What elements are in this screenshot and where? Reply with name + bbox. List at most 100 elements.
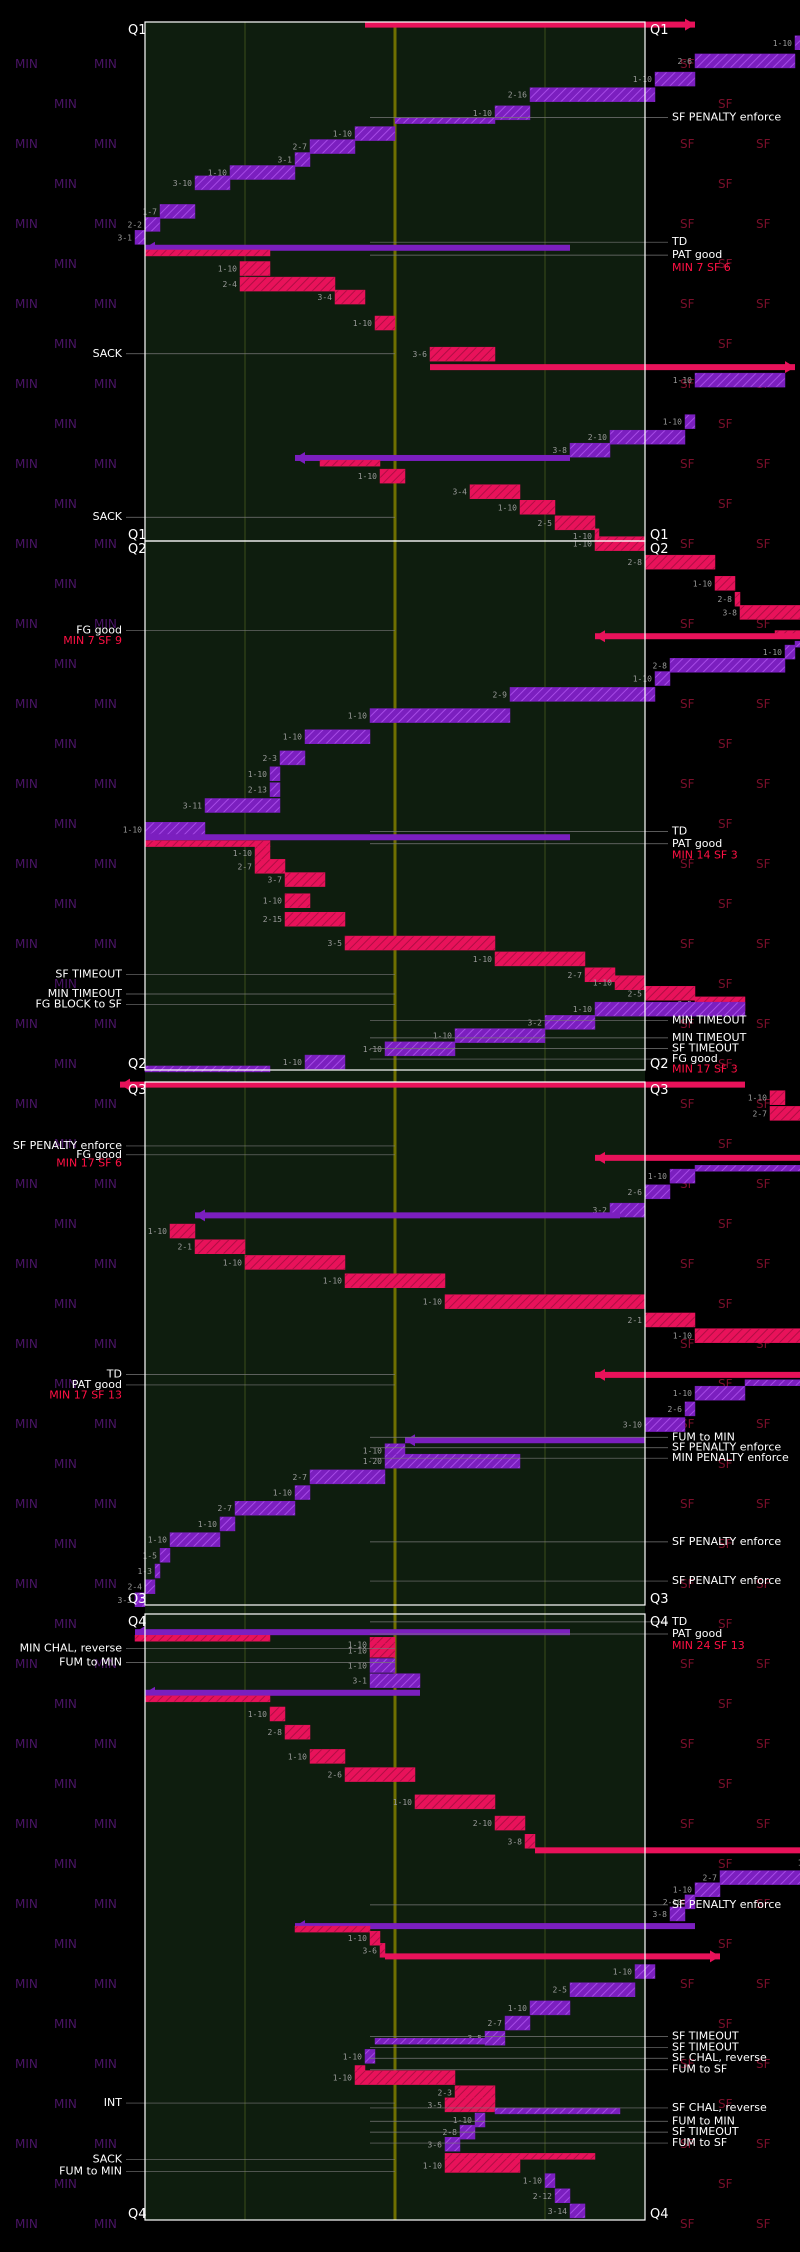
down-distance-label: 2-6 bbox=[628, 1188, 643, 1197]
event-label: FG good bbox=[76, 1148, 122, 1161]
event-9: PAT good bbox=[370, 837, 722, 850]
play-51: 3-11 bbox=[183, 798, 281, 813]
down-distance-label: 1-10 bbox=[423, 1298, 442, 1307]
play-131 bbox=[294, 1925, 371, 1933]
play-125: 1-10 bbox=[798, 1858, 800, 1867]
event-label: TD bbox=[671, 825, 687, 838]
play-28 bbox=[319, 459, 381, 467]
play-117: 1-10 bbox=[248, 1706, 286, 1722]
watermark-home: SF bbox=[756, 1897, 771, 1911]
play-bar bbox=[554, 515, 596, 531]
play-bar bbox=[369, 708, 511, 723]
play-44: 1-10 bbox=[633, 671, 671, 686]
event-label: SF CHAL, reverse bbox=[672, 2101, 767, 2114]
watermark-away: MIN bbox=[94, 537, 117, 551]
watermark-home: SF bbox=[680, 297, 695, 311]
play-bar bbox=[194, 175, 231, 191]
down-distance-label: 2-4 bbox=[223, 280, 238, 289]
play-bar bbox=[304, 1054, 346, 1070]
event-11: SF TIMEOUT bbox=[55, 967, 395, 980]
down-distance-label: 3-4 bbox=[318, 293, 333, 302]
down-distance-label: 1-20 bbox=[363, 1457, 382, 1466]
play-118: 2-8 bbox=[268, 1724, 311, 1740]
event-label: SF PENALTY enforce bbox=[672, 111, 781, 124]
play-bar bbox=[444, 1294, 646, 1309]
quarter-label-end: Q2 bbox=[128, 1057, 147, 1072]
watermark-home: SF bbox=[756, 1417, 771, 1431]
watermark-away: MIN bbox=[54, 1137, 77, 1151]
play-bar bbox=[159, 1548, 171, 1563]
play-bar bbox=[414, 1794, 496, 1810]
watermark-away: MIN bbox=[15, 2057, 38, 2071]
down-distance-label: 1-10 bbox=[473, 955, 492, 964]
watermark-away: MIN bbox=[94, 137, 117, 151]
down-distance-label: 1-10 bbox=[508, 2004, 527, 2013]
play-bar bbox=[279, 750, 306, 766]
watermark-home: SF bbox=[756, 777, 771, 791]
play-bar bbox=[584, 967, 616, 983]
event-label: TD bbox=[671, 235, 687, 248]
down-distance-label: 3-1 bbox=[278, 156, 293, 165]
kick-arrowhead bbox=[295, 451, 305, 464]
down-distance-label: 1-10 bbox=[423, 2161, 442, 2170]
watermark-away: MIN bbox=[54, 177, 77, 191]
play-79: 1-10 bbox=[648, 1168, 696, 1184]
play-103: 1-10 bbox=[198, 1516, 236, 1532]
down-distance-label: 2-10 bbox=[588, 433, 607, 442]
down-distance-label: 1-10 bbox=[593, 979, 612, 988]
event-23: PAT good bbox=[72, 1378, 395, 1391]
watermark-home: SF bbox=[718, 1217, 733, 1231]
watermark-away: MIN bbox=[15, 457, 38, 471]
down-distance-label: 1-10 bbox=[453, 2116, 472, 2125]
event-18: MIN 17 SF 3 bbox=[672, 1063, 738, 1076]
play-40 bbox=[595, 630, 800, 643]
play-27 bbox=[295, 451, 570, 464]
watermark-away: MIN bbox=[15, 697, 38, 711]
kick-arrowhead bbox=[145, 831, 155, 844]
event-21: MIN 17 SF 6 bbox=[56, 1157, 122, 1170]
down-distance-label: 1-10 bbox=[673, 1886, 692, 1895]
play-bar bbox=[429, 346, 496, 362]
play-21: 3-6 bbox=[413, 346, 496, 362]
watermark-home: SF bbox=[756, 617, 771, 631]
watermark-away: MIN bbox=[94, 1897, 117, 1911]
event-30: TD bbox=[370, 1615, 687, 1628]
event-label: MIN TIMEOUT bbox=[48, 987, 123, 1000]
down-distance-label: 2-6 bbox=[678, 57, 693, 66]
event-45: SACK bbox=[93, 2152, 395, 2165]
play-bar bbox=[229, 165, 296, 180]
watermark-home: SF bbox=[680, 57, 695, 71]
down-distance-label: 1-10 bbox=[233, 849, 252, 858]
down-distance-label: 3-5 bbox=[428, 2101, 443, 2110]
watermark-away: MIN bbox=[15, 137, 38, 151]
play-bar bbox=[294, 1485, 311, 1500]
watermark-home: SF bbox=[756, 1737, 771, 1751]
watermark-home: SF bbox=[680, 1017, 695, 1031]
kick-bar bbox=[430, 364, 795, 371]
quarter-label-end: Q4 bbox=[650, 2207, 669, 2222]
play-85: 1-10 bbox=[223, 1255, 346, 1270]
down-distance-label: 1-10 bbox=[263, 897, 282, 906]
watermark-away: MIN bbox=[15, 1577, 38, 1591]
play-bar bbox=[744, 1379, 800, 1386]
play-bar bbox=[494, 951, 586, 967]
watermark-home: SF bbox=[718, 97, 733, 111]
play-bar bbox=[694, 1385, 746, 1401]
down-distance-label: 1-10 bbox=[633, 675, 652, 684]
quarter-label-start: Q1 bbox=[128, 23, 147, 38]
watermark-home: SF bbox=[680, 1817, 695, 1831]
play-bar bbox=[144, 1065, 271, 1073]
play-66: 1-10 bbox=[573, 1001, 746, 1017]
event-46: FUM to MIN bbox=[59, 2165, 395, 2178]
play-143: 1-10 bbox=[333, 2070, 456, 2085]
down-distance-label: 3-8 bbox=[653, 1910, 668, 1919]
event-label: FUM to MIN bbox=[59, 1656, 122, 1669]
play-bar bbox=[569, 1982, 636, 1997]
play-bar bbox=[454, 1028, 546, 1043]
down-distance-label: 2-3 bbox=[438, 2089, 453, 2098]
watermark-away: MIN bbox=[15, 57, 38, 71]
watermark-away: MIN bbox=[15, 857, 38, 871]
field-layer bbox=[145, 22, 645, 2220]
play-68: 1-10 bbox=[433, 1028, 546, 1043]
plays-layer: 1-102-61-102-161-101-102-73-11-103-101-7… bbox=[118, 18, 800, 2219]
